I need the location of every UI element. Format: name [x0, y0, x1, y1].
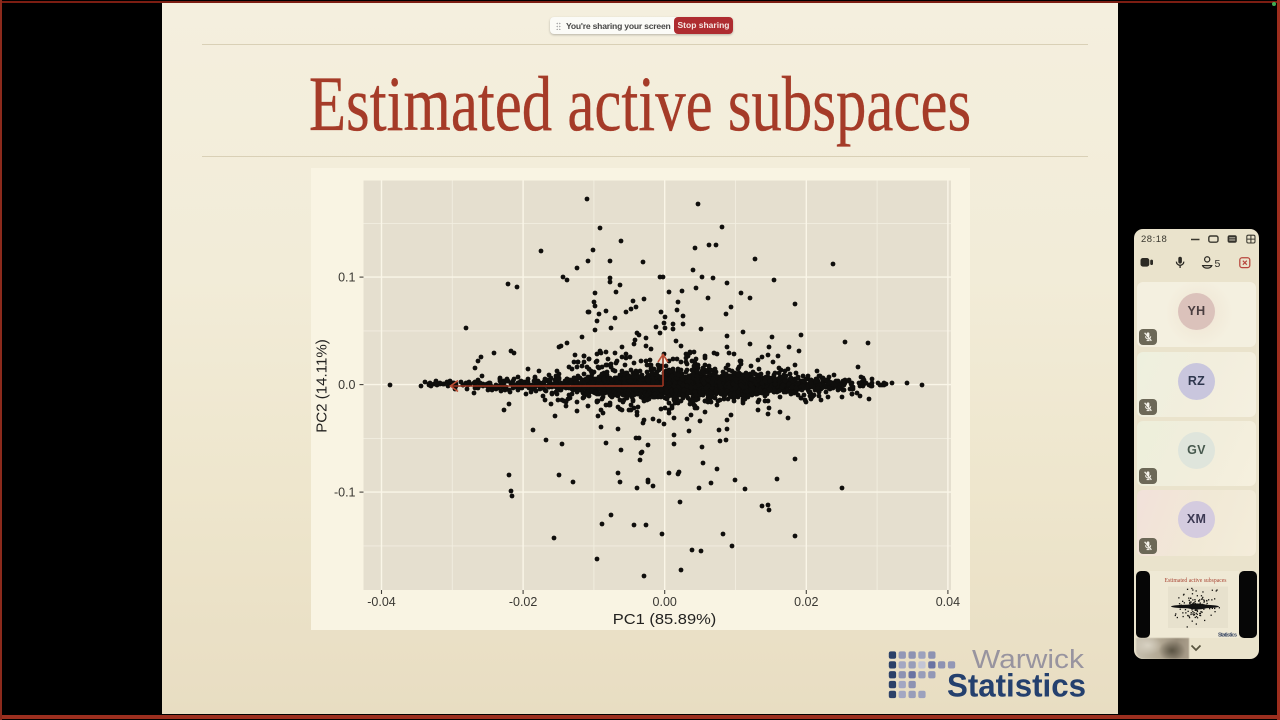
svg-text:PC2 (14.11%): PC2 (14.11%)	[314, 339, 331, 433]
svg-text:Statistics: Statistics	[947, 668, 1086, 704]
svg-text:0.1: 0.1	[338, 270, 355, 284]
svg-text:Warwick: Warwick	[972, 646, 1084, 674]
svg-text:5: 5	[1215, 258, 1221, 270]
svg-text:-0.04: -0.04	[367, 595, 396, 609]
svg-text:Estimated active subspaces: Estimated active subspaces	[1165, 577, 1227, 584]
svg-text:0.04: 0.04	[936, 595, 960, 609]
svg-text:0.00: 0.00	[653, 595, 677, 609]
svg-text:-0.1: -0.1	[334, 485, 356, 499]
svg-text:0.0: 0.0	[338, 378, 355, 392]
svg-text:Statistics: Statistics	[1218, 633, 1237, 639]
svg-text:-0.02: -0.02	[509, 595, 538, 609]
svg-text:0.02: 0.02	[794, 595, 818, 609]
svg-text:PC1 (85.89%): PC1 (85.89%)	[613, 611, 717, 628]
